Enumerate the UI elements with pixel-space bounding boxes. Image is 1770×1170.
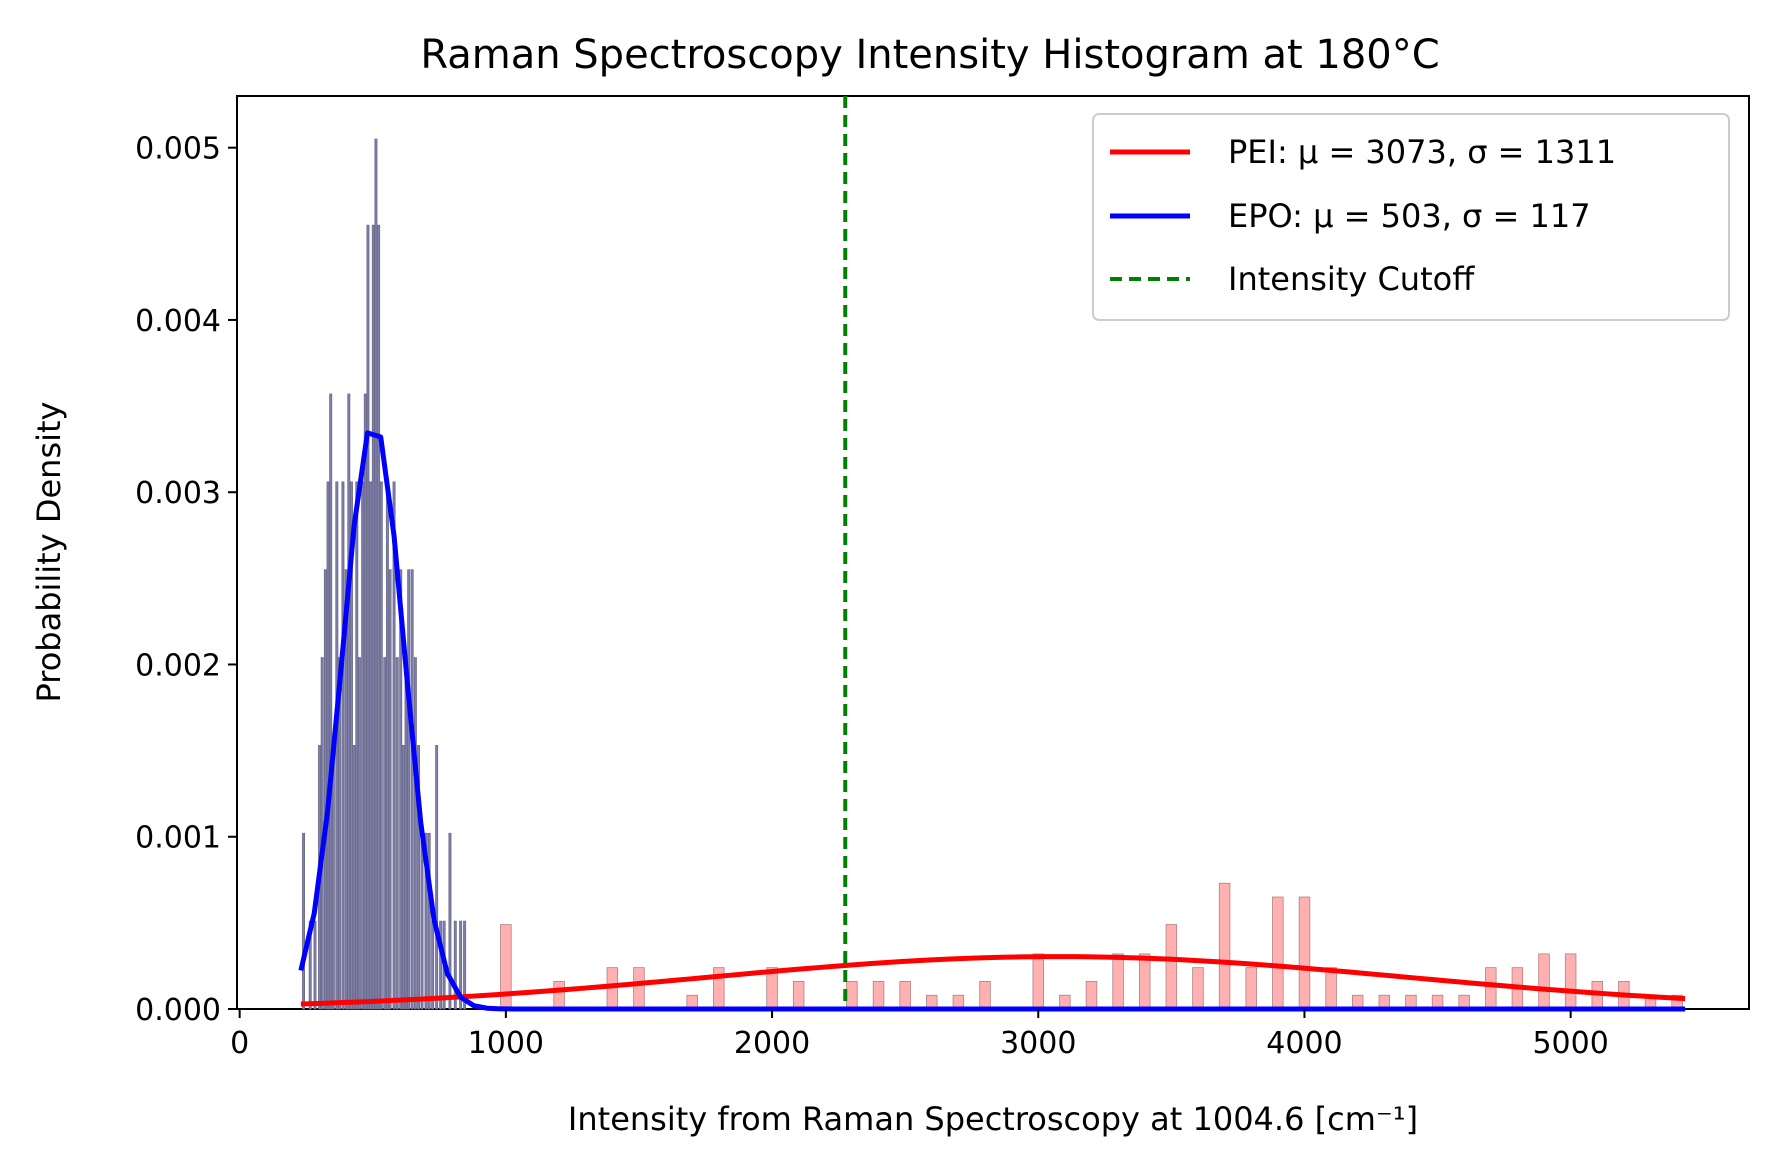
hist-bar-epo-19 [363, 393, 367, 1010]
hist-bar-epo-10 [338, 657, 341, 1010]
y-tick-label-5: 0.005 [135, 132, 221, 167]
hist-bar-epo-39 [424, 832, 428, 1010]
chart-title: Raman Spectroscopy Intensity Histogram a… [420, 32, 1439, 78]
x-axis-ticks: 0 1000 2000 3000 4000 5000 [230, 1009, 1609, 1061]
hist-bar-epo-45 [448, 832, 452, 1010]
hist-bar-epo-40 [427, 832, 431, 1010]
hist-bar-pei-31 [1485, 967, 1497, 1010]
hist-bar-pei-14 [1032, 953, 1044, 1010]
hist-bar-epo-38 [420, 832, 424, 1010]
hist-bar-epo-17 [357, 657, 361, 1010]
hist-bar-pei-10 [899, 981, 911, 1010]
hist-bar-epo-37 [417, 745, 421, 1010]
hist-bar-epo-20 [366, 224, 370, 1010]
hist-bar-epo-6 [326, 481, 330, 1010]
y-tick-label-3: 0.003 [135, 476, 221, 511]
x-tick-label-5: 5000 [1532, 1026, 1608, 1061]
hist-bar-epo-34 [407, 569, 411, 1010]
hist-bar-pei-16 [1085, 981, 1098, 1010]
hist-bar-pei-18 [1139, 953, 1151, 1010]
x-tick-label-3: 3000 [1000, 1026, 1076, 1061]
legend-box [1092, 113, 1730, 321]
hist-bar-epo-14 [349, 481, 353, 1010]
hist-bar-epo-42 [435, 745, 439, 1010]
hist-bar-epo-15 [352, 745, 356, 1010]
hist-bar-pei-24 [1298, 896, 1311, 1010]
hist-bar-epo-47 [459, 920, 463, 1010]
hist-bar-pei-19 [1165, 924, 1178, 1010]
hist-bar-pei-7 [792, 981, 805, 1010]
hist-bar-epo-30 [395, 657, 399, 1010]
legend-label-epo: EPO: μ = 503, σ = 117 [1228, 197, 1591, 235]
x-axis-label: Intensity from Raman Spectroscopy at 100… [568, 1100, 1418, 1138]
hist-bar-epo-0 [302, 832, 306, 1010]
hist-bar-epo-16 [355, 481, 359, 1010]
hist-bar-pei-17 [1112, 953, 1124, 1010]
hist-bar-epo-29 [392, 481, 396, 1010]
hist-bar-epo-2 [313, 920, 317, 1010]
hist-bar-epo-28 [388, 569, 392, 1010]
hist-bar-epo-13 [347, 393, 351, 1010]
hist-bar-pei-1 [553, 981, 565, 1010]
hist-bar-epo-48 [463, 920, 467, 1010]
x-tick-label-1: 1000 [468, 1026, 544, 1061]
hist-bar-pei-33 [1538, 953, 1550, 1010]
hist-bar-epo-24 [377, 224, 381, 1010]
hist-bar-epo-7 [329, 393, 333, 1010]
hist-bar-epo-18 [361, 481, 365, 1010]
hist-bar-epo-43 [439, 920, 443, 1010]
hist-bar-pei-8 [846, 981, 858, 1010]
y-axis-label: Probability Density [30, 402, 68, 703]
hist-bar-epo-36 [413, 657, 417, 1010]
hist-bar-epo-22 [371, 224, 375, 1010]
x-tick-label-0: 0 [230, 1026, 249, 1061]
hist-bar-pei-3 [633, 967, 645, 1010]
hist-bar-pei-20 [1192, 967, 1204, 1010]
hist-bar-epo-32 [401, 745, 405, 1010]
hist-bar-epo-25 [379, 481, 383, 1010]
hist-bar-pei-23 [1272, 896, 1284, 1010]
hist-bar-pei-34 [1564, 953, 1577, 1010]
hist-bar-epo-35 [410, 569, 414, 1010]
hist-bar-pei-9 [872, 981, 885, 1010]
hist-bar-epo-27 [385, 481, 389, 1010]
hist-bar-epo-41 [431, 920, 435, 1010]
x-tick-label-4: 4000 [1266, 1026, 1342, 1061]
y-axis-ticks: 0.000 0.001 0.002 0.003 0.004 0.005 [135, 132, 237, 1028]
hist-bar-pei-25 [1325, 967, 1337, 1010]
legend-label-pei: PEI: μ = 3073, σ = 1311 [1228, 133, 1616, 171]
epo-fit-curve [298, 430, 1686, 1012]
hist-bar-epo-26 [383, 657, 387, 1010]
hist-bar-pei-22 [1245, 967, 1257, 1010]
hist-bar-epo-23 [374, 138, 378, 1010]
y-tick-label-4: 0.004 [135, 304, 221, 339]
legend: PEI: μ = 3073, σ = 1311 EPO: μ = 503, σ … [1092, 113, 1730, 321]
legend-label-cutoff: Intensity Cutoff [1228, 260, 1475, 298]
hist-bar-epo-46 [453, 920, 457, 1010]
y-tick-label-0: 0.000 [135, 993, 221, 1028]
hist-bar-epo-8 [331, 745, 335, 1010]
fit-curves [298, 430, 1686, 1012]
x-tick-label-2: 2000 [734, 1026, 810, 1061]
y-tick-label-1: 0.001 [135, 821, 221, 856]
hist-bar-pei-21 [1218, 882, 1231, 1010]
pei-fit-curve [300, 954, 1686, 1007]
hist-bar-epo-12 [344, 569, 348, 1010]
hist-bar-pei-13 [979, 981, 991, 1010]
hist-bar-epo-21 [369, 481, 373, 1010]
y-tick-label-2: 0.002 [135, 648, 221, 683]
hist-bar-epo-11 [341, 481, 345, 1010]
hist-bar-epo-33 [404, 657, 408, 1010]
hist-bar-epo-31 [399, 569, 403, 1010]
hist-bar-epo-5 [323, 569, 327, 1010]
